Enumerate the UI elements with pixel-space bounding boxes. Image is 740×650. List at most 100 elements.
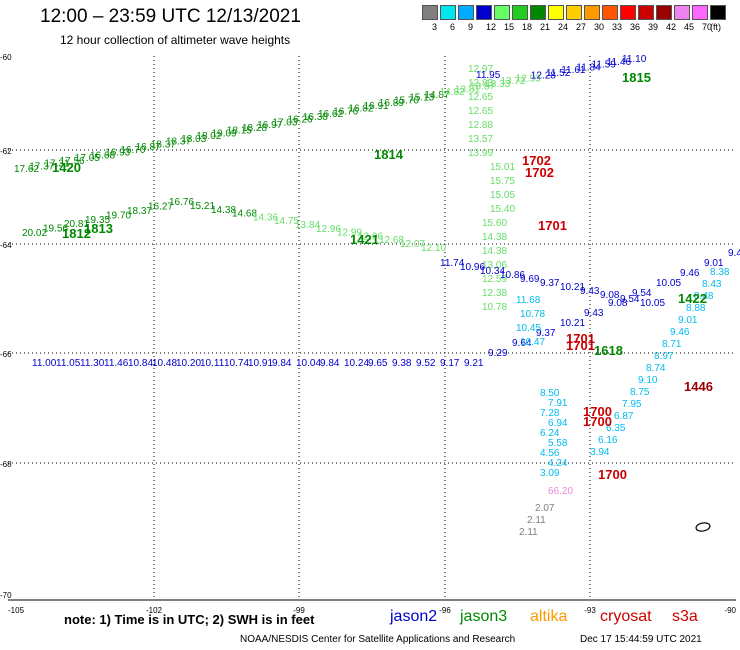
swh-label: 13.57 xyxy=(468,134,493,145)
swh-label: 10.86 xyxy=(500,270,525,281)
credit-text: NOAA/NESDIS Center for Satellite Applica… xyxy=(240,634,516,645)
swh-label: 6.24 xyxy=(540,428,560,439)
lon-tick-label: -96 xyxy=(439,606,451,615)
swh-label: 13.06 xyxy=(482,260,507,271)
legend-label: 33 xyxy=(612,22,623,32)
swh-label: 12.28 xyxy=(531,71,556,82)
time-label: 1618 xyxy=(594,343,623,358)
swh-label: 17.31 xyxy=(44,159,69,170)
swh-label: 17.62 xyxy=(14,164,39,175)
legend-label: 18 xyxy=(522,22,533,32)
legend-swatch xyxy=(530,5,546,20)
lat-tick-label: -66 xyxy=(0,350,12,359)
swh-label: 14.82 xyxy=(440,87,465,98)
swh-label: 11.30 xyxy=(80,358,105,369)
swh-label: 9.54 xyxy=(620,294,640,305)
map-title: 12:00 – 23:59 UTC 12/13/2021 xyxy=(40,6,301,27)
legend-label: 12 xyxy=(486,22,497,32)
swh-label: 20.81 xyxy=(64,219,89,230)
swh-label: 16.93 xyxy=(105,148,130,159)
time-label: 1422 xyxy=(678,291,707,306)
swh-label: 9.08 xyxy=(600,290,620,301)
lat-lon-grid xyxy=(8,56,736,601)
swh-label: 16.26 xyxy=(288,115,313,126)
legend-swatch xyxy=(512,5,528,20)
legend-label: 45 xyxy=(684,22,695,32)
swh-label: 16.97 xyxy=(257,120,282,131)
swh-label: 12.96 xyxy=(358,231,383,242)
time-label: 1700 xyxy=(583,414,612,429)
swh-label: 15.60 xyxy=(482,218,507,229)
swh-label: 16.87 xyxy=(136,142,161,153)
swh-label: 16.82 xyxy=(348,104,373,115)
swh-label: 16.70 xyxy=(120,145,145,156)
swh-label: 14.36 xyxy=(253,212,278,223)
swh-label: 4.24 xyxy=(548,458,568,469)
swh-label: 6.94 xyxy=(548,418,568,429)
swh-label: 12.93 xyxy=(516,73,541,84)
swh-label: 10.48 xyxy=(152,358,177,369)
swh-label: 10.05 xyxy=(656,278,681,289)
swh-label: 8.74 xyxy=(646,363,666,374)
swh-label: 9.69 xyxy=(520,274,540,285)
swh-label: 16.68 xyxy=(90,150,115,161)
swh-label: 9.08 xyxy=(608,298,628,309)
legend-swatch xyxy=(566,5,582,20)
axis-labels: -60 -62 -64 -66 -68 -70 -105 -102 -99 -96 -93 -90 xyxy=(0,53,737,615)
swh-label: 12.07 xyxy=(400,239,425,250)
swh-label: 9.52 xyxy=(416,358,436,369)
legend-swatch xyxy=(638,5,654,20)
swh-label: 9.43 xyxy=(584,308,604,319)
swh-label: 66.20 xyxy=(548,486,573,497)
swh-label: 10.04 xyxy=(296,358,321,369)
swh-label: 10.78 xyxy=(520,309,545,320)
swh-label: 10.11 xyxy=(200,358,225,369)
swh-label: 11.46 xyxy=(104,358,129,369)
island-outline xyxy=(695,522,711,532)
swh-label: 2.07 xyxy=(535,503,555,514)
swh-label: 17.03 xyxy=(272,117,297,128)
swh-label: 6.35 xyxy=(606,423,626,434)
sat-jason2-label: jason2 xyxy=(390,608,438,625)
swh-label: 9.84 xyxy=(320,358,340,369)
lat-tick-label: -60 xyxy=(0,53,12,62)
swh-label: 9.46 xyxy=(670,327,690,338)
swh-label: 18.02 xyxy=(196,131,221,142)
time-label: 1814 xyxy=(374,147,404,162)
swh-label: 15.13 xyxy=(409,93,434,104)
swh-label: 12.38 xyxy=(482,288,507,299)
legend-label: 15 xyxy=(504,22,515,32)
swh-label: 10.05 xyxy=(640,298,665,309)
footnote: note: 1) Time is in UTC; 2) SWH is in fe… xyxy=(64,612,315,627)
swh-label: 11.10 xyxy=(622,54,647,65)
swh-label: 14.38 xyxy=(211,205,236,216)
lon-tick-label: -105 xyxy=(8,606,25,615)
legend-swatch xyxy=(584,5,600,20)
legend-swatch xyxy=(548,5,564,20)
swh-label: 19.35 xyxy=(85,215,110,226)
swh-label: 19.09 xyxy=(212,128,237,139)
swh-label: 9.43 xyxy=(580,286,600,297)
swh-label: 14.87 xyxy=(424,90,449,101)
swh-label: 14.38 xyxy=(482,232,507,243)
swh-label: 8.71 xyxy=(662,339,682,350)
swh-label: 11.84 xyxy=(576,62,601,73)
swh-label: 11.95 xyxy=(476,70,501,81)
swh-label: 10.96 xyxy=(460,262,485,273)
swh-label: 10.47 xyxy=(520,337,545,348)
swh-label: 18.28 xyxy=(242,123,267,134)
swh-label: 12.59 xyxy=(482,274,507,285)
swh-label: 10.24 xyxy=(344,358,369,369)
swh-label: 6.16 xyxy=(598,435,618,446)
swh-label: 20.02 xyxy=(22,228,47,239)
swh-label: 11.05 xyxy=(56,358,81,369)
swh-label: 14.75 xyxy=(274,216,299,227)
swh-label: 9.65 xyxy=(368,358,388,369)
swh-label: 15.05 xyxy=(490,190,515,201)
swh-label: 11.61 xyxy=(561,65,586,76)
swh-label: 9.01 xyxy=(704,258,724,269)
legend-label: 21 xyxy=(540,22,551,32)
swh-label: 9.21 xyxy=(464,358,484,369)
swh-label: 3.09 xyxy=(540,468,560,479)
swh-label: 12.65 xyxy=(468,106,493,117)
